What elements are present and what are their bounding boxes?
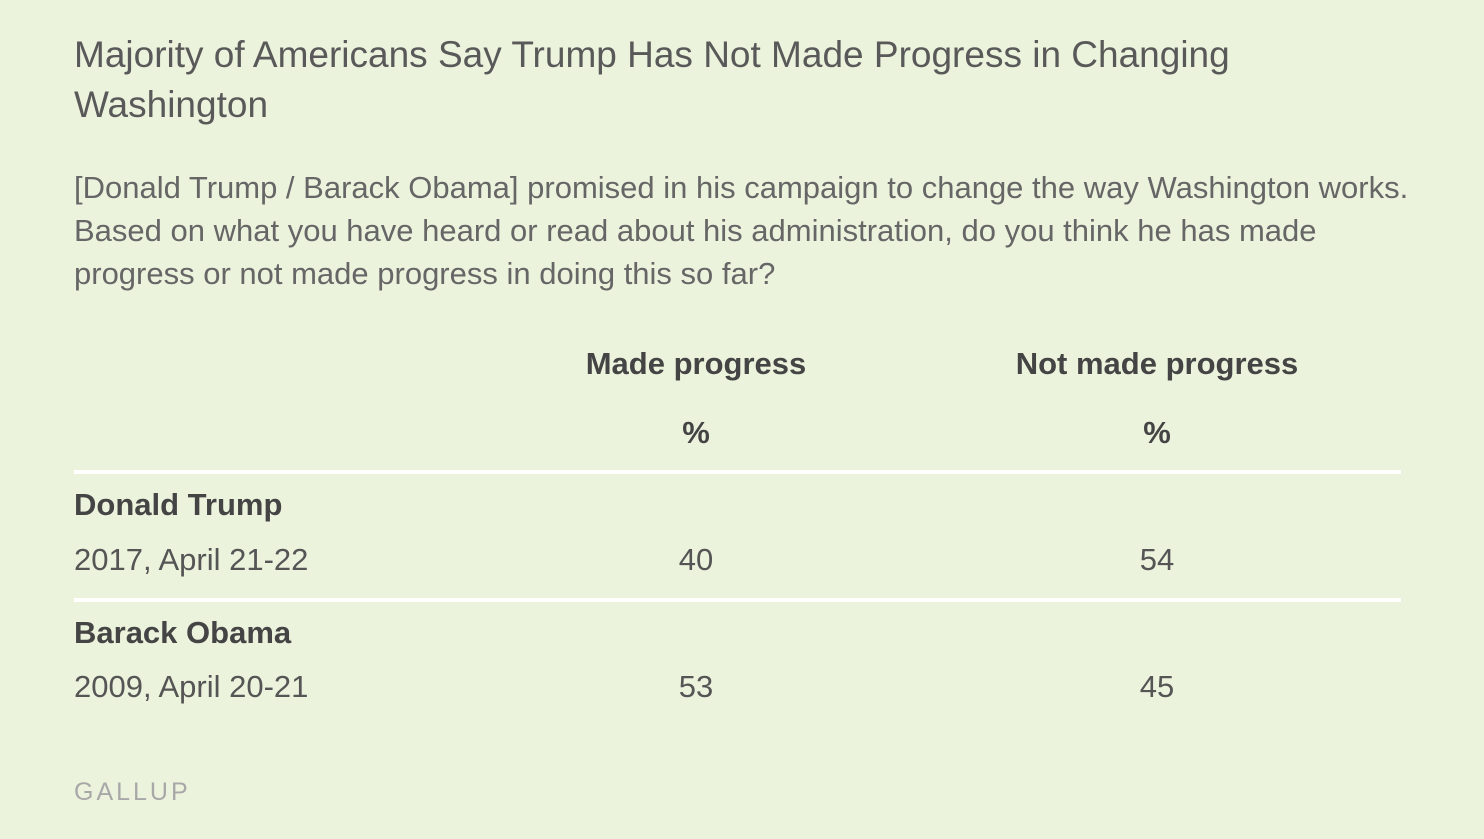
row-date: 2017, April 21-22 — [74, 542, 309, 577]
gallup-logo: GALLUP — [74, 778, 191, 806]
cell-not-made-progress: 45 — [1139, 669, 1175, 704]
column-header-made-progress: Made progress — [585, 346, 807, 381]
cell-made-progress: 40 — [678, 542, 714, 577]
cell-not-made-progress: 54 — [1139, 542, 1175, 577]
row-date: 2009, April 20-21 — [74, 669, 309, 704]
row-divider — [74, 598, 1401, 602]
cell-made-progress: 53 — [678, 669, 714, 704]
header-divider — [74, 470, 1401, 474]
column-header-not-made-progress: Not made progress — [1015, 346, 1299, 381]
row-name: Donald Trump — [74, 487, 283, 522]
column-unit-not-made-progress: % — [1143, 415, 1171, 450]
row-name: Barack Obama — [74, 615, 292, 650]
question-text: [Donald Trump / Barack Obama] promised i… — [74, 170, 1409, 291]
chart-title: Majority of Americans Say Trump Has Not … — [74, 34, 1230, 125]
column-unit-made-progress: % — [682, 415, 710, 450]
